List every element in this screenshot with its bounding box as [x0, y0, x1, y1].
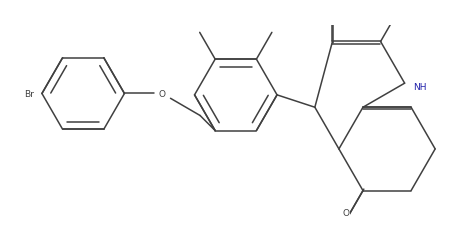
Text: Br: Br — [24, 90, 34, 99]
Text: O: O — [159, 90, 166, 99]
Text: O: O — [342, 209, 349, 218]
Text: NH: NH — [413, 83, 427, 92]
